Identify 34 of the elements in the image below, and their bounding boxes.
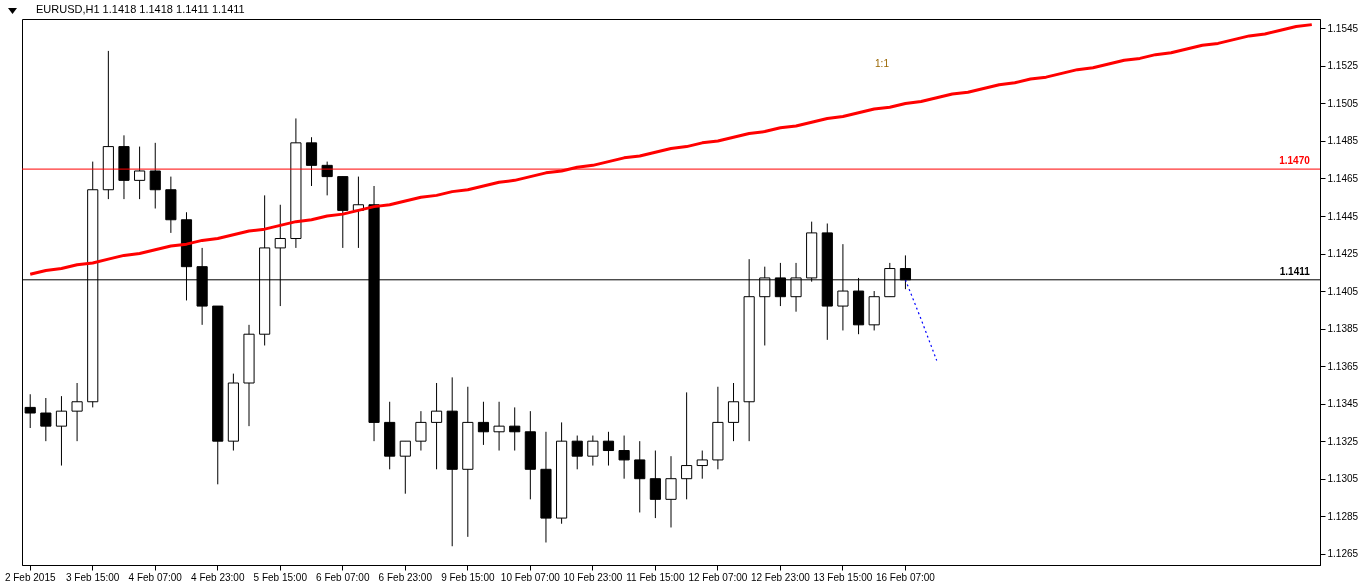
x-tick-label: 10 Feb 23:00 <box>563 571 623 583</box>
x-tick-label: 12 Feb 07:00 <box>688 571 748 583</box>
x-tick-label: 2 Feb 2015 <box>4 571 56 583</box>
ref-line-label: 1.1411 <box>1279 265 1311 277</box>
x-tick-label: 3 Feb 15:00 <box>66 571 120 583</box>
x-tick-label: 13 Feb 15:00 <box>813 571 873 583</box>
y-tick-label: 1.1485 <box>1327 135 1359 147</box>
y-tick-label: 1.1445 <box>1327 210 1359 222</box>
annotation: 1:1 <box>875 58 890 69</box>
y-tick-label: 1.1345 <box>1327 398 1359 410</box>
y-tick-label: 1.1505 <box>1327 97 1359 109</box>
y-tick-label: 1.1525 <box>1327 60 1359 72</box>
x-tick-label: 11 Feb 15:00 <box>626 571 685 583</box>
x-tick-label: 16 Feb 07:00 <box>875 571 936 583</box>
y-tick-label: 1.1425 <box>1327 248 1359 260</box>
x-tick-label: 10 Feb 07:00 <box>500 571 561 583</box>
x-tick-label: 12 Feb 23:00 <box>750 571 811 583</box>
y-tick-label: 1.1465 <box>1327 172 1359 184</box>
x-tick-label: 6 Feb 23:00 <box>378 571 433 583</box>
y-tick-label: 1.1265 <box>1327 548 1359 560</box>
y-tick-label: 1.1325 <box>1327 435 1359 447</box>
y-tick-label: 1.1385 <box>1327 323 1359 335</box>
x-tick-label: 5 Feb 15:00 <box>253 571 308 583</box>
y-tick-label: 1.1285 <box>1327 510 1359 522</box>
y-tick-label: 1.1305 <box>1327 473 1359 485</box>
chart-title: EURUSD,H1 1.1418 1.1418 1.1411 1.1411 <box>36 3 245 15</box>
y-tick-label: 1.1405 <box>1327 285 1359 297</box>
x-tick-label: 4 Feb 07:00 <box>128 571 183 583</box>
y-tick-label: 1.1365 <box>1327 360 1359 372</box>
x-tick-label: 9 Feb 15:00 <box>441 571 495 583</box>
x-tick-label: 4 Feb 23:00 <box>191 571 245 583</box>
ref-line-label: 1.1470 <box>1279 155 1311 167</box>
x-tick-label: 6 Feb 07:00 <box>316 571 370 583</box>
y-tick-label: 1.1545 <box>1327 22 1359 34</box>
